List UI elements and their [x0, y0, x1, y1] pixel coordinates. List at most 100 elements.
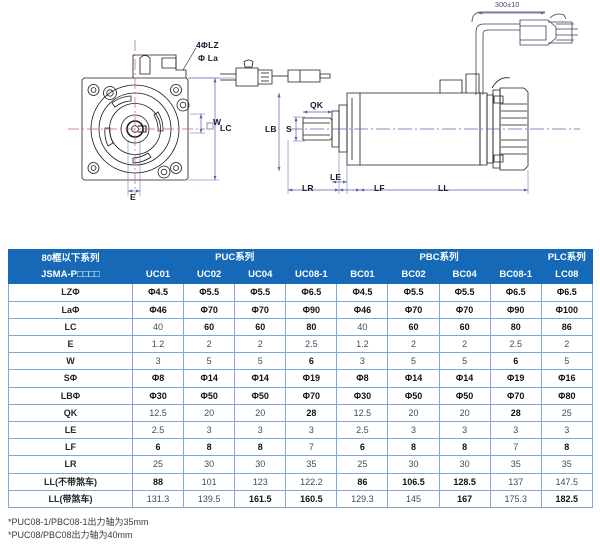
- table-cell: 30: [438, 455, 491, 474]
- table-cell: 86: [336, 472, 389, 491]
- table-cell: 1.2: [131, 335, 185, 354]
- footnote: *PUC08-1/PBC08-1出力轴为35mm: [8, 517, 149, 527]
- corner-line-2: JSMA-P□□□□: [41, 268, 100, 280]
- table-cell: 2.5: [489, 335, 542, 354]
- table-cell: 3: [183, 421, 236, 440]
- table-cell: 5: [183, 352, 236, 371]
- table-cell: Φ14: [438, 369, 491, 388]
- column-header-row: UC01 UC02 UC04 UC08-1 BC01 BC02 BC04 BC08-1 LC08: [9, 266, 593, 285]
- table-cell: 86: [540, 317, 593, 337]
- table-cell: Φ19: [285, 369, 338, 388]
- table-cell: 60: [234, 317, 287, 337]
- table-cell: 60: [387, 317, 440, 337]
- lf-dimension-label: LF: [374, 183, 385, 193]
- table-cell: 3: [131, 352, 185, 371]
- table-cell: 2: [183, 335, 236, 354]
- table-cell: Φ4.5: [131, 283, 185, 302]
- table-cell: 7: [489, 438, 542, 457]
- table-cell: 106.5: [387, 472, 440, 491]
- table-cell: Φ4.5: [336, 283, 389, 302]
- table-cell: Φ6.5: [285, 283, 338, 302]
- cable-length-label: 300±10: [495, 2, 520, 9]
- table-cell: 3: [540, 421, 593, 440]
- e-dimension-label: E: [130, 192, 136, 202]
- table-row: LF 6 8 8 7 6 8 8 7 8: [8, 438, 593, 457]
- row-label: LL(带煞车): [8, 489, 133, 509]
- table-cell: 30: [234, 455, 287, 474]
- table-cell: 182.5: [540, 489, 593, 509]
- ll-dimension-label: LL: [438, 183, 449, 193]
- row-label: LaΦ: [8, 300, 133, 319]
- table-cell: 5: [540, 352, 593, 371]
- table-cell: Φ14: [387, 369, 440, 388]
- row-label: SΦ: [8, 369, 133, 388]
- table-cell: 20: [234, 403, 287, 423]
- table-cell: Φ46: [336, 300, 389, 319]
- row-label: E: [8, 335, 133, 354]
- footnotes: *PUC08-1/PBC08-1出力轴为35mm *PUC08/PBC08出力轴为…: [8, 516, 408, 542]
- spec-table-container: 80框以下系列 JSMA-P□□□□ PUC系列 PBC系列 PLC系列 UC01 U…: [8, 248, 593, 509]
- table-cell: Φ50: [183, 386, 236, 405]
- table-cell: 7: [285, 438, 338, 457]
- table-cell: 20: [387, 403, 440, 423]
- s-dimension-label: S: [286, 124, 292, 134]
- table-cell: 5: [438, 352, 491, 371]
- table-row: LR 25 30 30 35 25 30 30 35 35: [8, 455, 593, 474]
- table-cell: 2: [234, 335, 287, 354]
- table-cell: Φ90: [285, 300, 338, 319]
- table-cell: 128.5: [438, 472, 491, 491]
- table-cell: 8: [438, 438, 491, 457]
- table-cell: 122.2: [285, 472, 338, 491]
- table-cell: 2: [540, 335, 593, 354]
- table-cell: Φ5.5: [438, 283, 491, 302]
- lc-dimension-label: LC: [220, 123, 232, 133]
- table-row: LL(不带煞车) 88 101 123 122.2 86 106.5 128.5 137 147.…: [8, 472, 593, 491]
- table-cell: 35: [285, 455, 338, 474]
- table-cell: 80: [285, 317, 338, 337]
- front-view: [81, 54, 190, 181]
- table-cell: 2: [387, 335, 440, 354]
- lb-dimension-label: LB: [265, 124, 277, 134]
- column-header-uc08-1: UC08-1: [285, 266, 338, 285]
- table-cell: 3: [489, 421, 542, 440]
- table-cell: Φ100: [540, 300, 593, 319]
- table-cell: Φ50: [234, 386, 287, 405]
- spec-table-head: 80框以下系列 JSMA-P□□□□ PUC系列 PBC系列 PLC系列 UC01 U…: [8, 248, 593, 285]
- table-cell: 5: [234, 352, 287, 371]
- table-cell: Φ16: [540, 369, 593, 388]
- table-cell: 145: [387, 489, 440, 509]
- row-label: LBΦ: [8, 386, 133, 405]
- table-cell: 131.3: [131, 489, 185, 509]
- column-header-bc01: BC01: [336, 266, 389, 285]
- column-header-uc01: UC01: [131, 266, 185, 285]
- table-row: QK 12.5 20 20 28 12.5 20 20 28 25: [8, 403, 593, 423]
- table-row: LaΦ Φ46 Φ70 Φ70 Φ90 Φ46 Φ70 Φ70 Φ90 Φ100: [8, 300, 593, 319]
- column-header-bc08-1: BC08-1: [489, 266, 542, 285]
- table-cell: 12.5: [336, 403, 389, 423]
- lr-dimension-label: LR: [302, 183, 314, 193]
- side-view: [302, 73, 529, 171]
- table-cell: 2.5: [131, 421, 185, 440]
- w-dimension-label: W: [213, 117, 222, 127]
- row-label: LE: [8, 421, 133, 440]
- le-dimension-label: LE: [330, 172, 342, 182]
- table-row: LC 40 60 60 80 40 60 60 80 86: [8, 317, 593, 337]
- table-cell: 5: [387, 352, 440, 371]
- table-cell: Φ70: [387, 300, 440, 319]
- table-cell: Φ19: [489, 369, 542, 388]
- table-cell: 6: [336, 438, 389, 457]
- front-view-centerlines: [68, 40, 205, 196]
- table-cell: 8: [183, 438, 236, 457]
- table-cell: 8: [387, 438, 440, 457]
- table-cell: 3: [438, 421, 491, 440]
- side-view-dimensions: [277, 93, 529, 194]
- table-cell: Φ90: [489, 300, 542, 319]
- table-cell: 28: [489, 403, 542, 423]
- table-cell: 12.5: [131, 403, 185, 423]
- table-cell: Φ14: [183, 369, 236, 388]
- table-cell: 8: [540, 438, 593, 457]
- pilot-diameter-label: Φ La: [198, 53, 219, 63]
- table-cell: Φ5.5: [234, 283, 287, 302]
- column-header-bc04: BC04: [438, 266, 491, 285]
